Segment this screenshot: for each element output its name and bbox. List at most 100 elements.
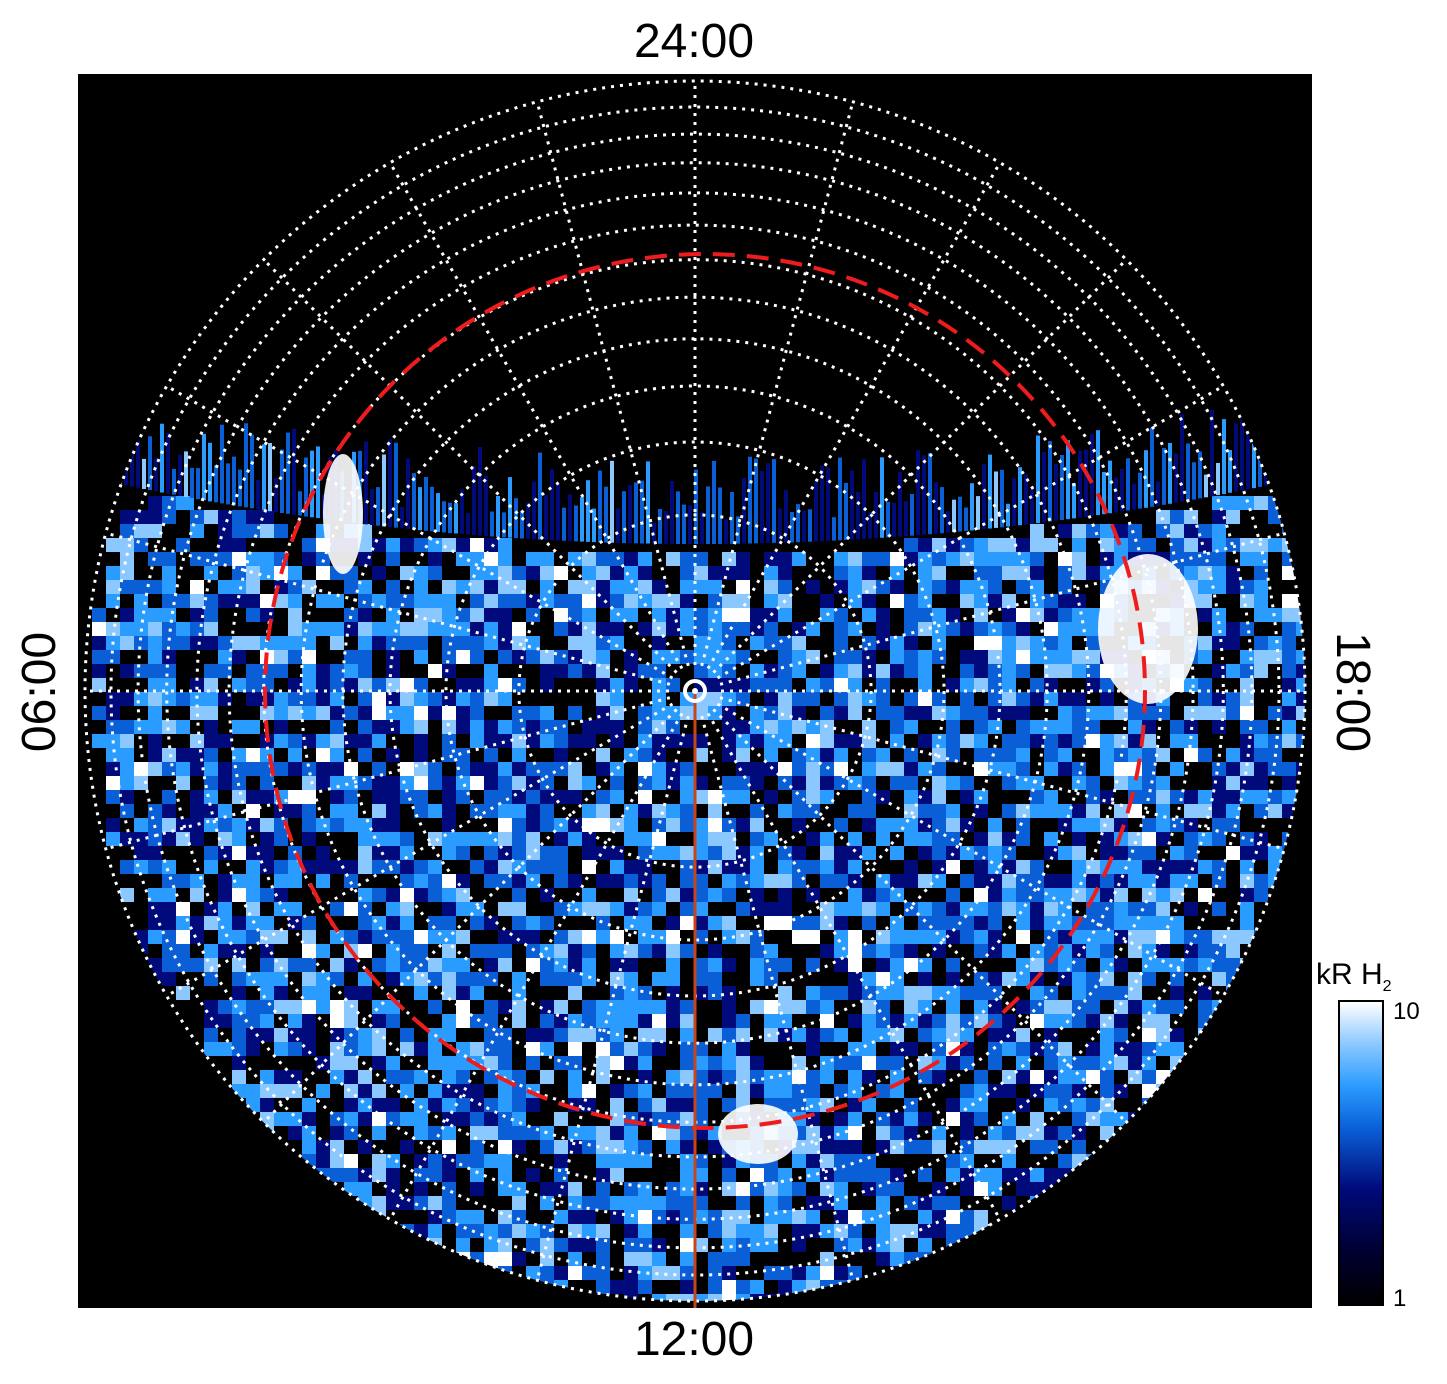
emission-pixel	[106, 790, 124, 804]
emission-pixel	[1254, 580, 1268, 594]
emission-pixel	[988, 874, 1002, 888]
emission-pixel	[1100, 706, 1118, 720]
emission-streak	[898, 471, 902, 537]
emission-pixel	[1240, 496, 1258, 510]
emission-pixel	[414, 860, 428, 874]
emission-pixel	[1254, 888, 1268, 902]
emission-pixel	[582, 776, 600, 790]
emission-pixel	[316, 734, 330, 748]
emission-pixel	[512, 1252, 526, 1266]
emission-pixel	[386, 622, 404, 636]
emission-pixel	[1016, 1042, 1030, 1056]
emission-pixel	[134, 832, 152, 846]
emission-pixel	[176, 622, 194, 636]
emission-pixel	[862, 552, 876, 566]
emission-pixel	[442, 1112, 456, 1126]
emission-pixel	[1184, 776, 1198, 790]
emission-pixel	[456, 804, 474, 818]
emission-pixel	[372, 874, 390, 888]
emission-pixel	[512, 776, 526, 790]
emission-pixel	[568, 692, 586, 706]
emission-pixel	[666, 636, 684, 650]
emission-streak	[970, 483, 974, 531]
emission-pixel	[176, 846, 190, 860]
emission-pixel	[932, 650, 950, 664]
emission-pixel	[1296, 650, 1305, 674]
emission-pixel	[750, 636, 764, 650]
emission-pixel	[988, 748, 1002, 762]
emission-pixel	[1240, 790, 1254, 804]
emission-streak	[178, 454, 182, 496]
emission-pixel	[456, 972, 470, 986]
emission-streak	[622, 491, 626, 544]
emission-pixel	[918, 972, 932, 986]
local-time-label-bottom: 12:00	[633, 1313, 755, 1366]
emission-pixel	[554, 846, 568, 860]
emission-streak	[1222, 419, 1226, 494]
emission-pixel	[1100, 804, 1118, 818]
emission-pixel	[918, 1210, 932, 1224]
emission-pixel	[442, 818, 460, 832]
emission-pixel	[680, 986, 694, 1000]
emission-pixel	[890, 734, 904, 748]
emission-pixel	[232, 1070, 246, 1084]
emission-pixel	[190, 874, 208, 888]
emission-pixel	[372, 888, 386, 902]
emission-pixel	[120, 650, 134, 664]
emission-pixel	[372, 608, 386, 622]
emission-pixel	[330, 776, 344, 790]
emission-pixel	[554, 1238, 568, 1252]
polar-projection-map	[78, 74, 1312, 1308]
emission-pixel	[134, 678, 152, 692]
emission-pixel	[638, 622, 652, 636]
emission-pixel	[386, 636, 400, 650]
emission-pixel	[932, 832, 946, 846]
emission-pixel	[820, 1028, 834, 1042]
emission-pixel	[904, 678, 922, 692]
emission-pixel	[428, 818, 442, 832]
emission-pixel	[834, 748, 848, 762]
emission-pixel	[792, 636, 806, 650]
emission-pixel	[806, 1000, 820, 1014]
emission-pixel	[750, 860, 764, 874]
emission-pixel	[386, 580, 404, 594]
emission-pixel	[960, 1154, 974, 1168]
emission-pixel	[680, 706, 694, 720]
bright-emission-spot	[1098, 554, 1198, 704]
emission-pixel	[498, 678, 516, 692]
emission-pixel	[778, 804, 792, 818]
emission-pixel	[512, 888, 530, 902]
emission-streak	[400, 507, 404, 529]
emission-streak	[148, 436, 152, 491]
emission-pixel	[1072, 846, 1086, 860]
colorbar	[1338, 1000, 1384, 1306]
emission-pixel	[232, 552, 246, 566]
emission-streak	[454, 503, 458, 534]
emission-pixel	[1002, 636, 1020, 650]
emission-pixel	[722, 636, 736, 650]
emission-pixel	[736, 706, 750, 720]
emission-pixel	[904, 552, 918, 566]
emission-pixel	[1030, 650, 1044, 664]
emission-pixel	[624, 860, 638, 874]
emission-pixel	[1282, 664, 1300, 678]
emission-pixel	[204, 860, 222, 874]
emission-pixel	[960, 776, 974, 790]
emission-pixel	[1226, 664, 1244, 678]
emission-pixel	[708, 608, 726, 622]
emission-pixel	[652, 1196, 666, 1210]
emission-pixel	[946, 748, 964, 762]
emission-pixel	[1086, 958, 1100, 972]
emission-pixel	[890, 538, 904, 552]
emission-pixel	[162, 790, 176, 804]
emission-pixel	[960, 916, 974, 930]
emission-pixel	[1156, 888, 1170, 902]
emission-pixel	[834, 692, 852, 706]
emission-pixel	[834, 1042, 848, 1056]
emission-pixel	[246, 664, 264, 678]
emission-streak	[580, 497, 584, 542]
emission-streak	[598, 470, 602, 543]
emission-pixel	[890, 636, 904, 650]
emission-pixel	[610, 622, 628, 636]
emission-pixel	[1198, 776, 1216, 790]
